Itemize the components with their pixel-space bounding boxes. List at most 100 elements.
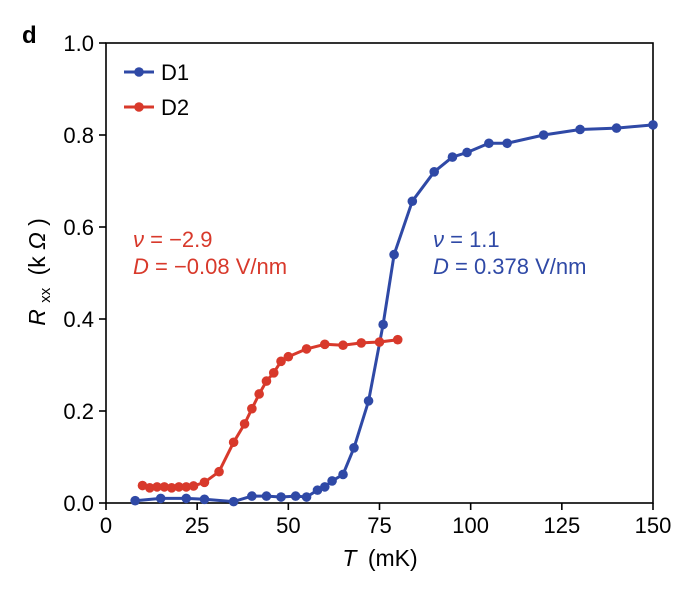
x-tick-label: 50 (276, 513, 300, 538)
annotation-d1-d-symbol: D (433, 254, 449, 279)
annotation-d2-nu-value: = −2.9 (144, 227, 213, 252)
data-point-d1 (327, 476, 337, 486)
data-point-d2 (166, 483, 177, 493)
data-point-d1 (301, 492, 312, 502)
data-point-d1 (462, 147, 472, 158)
y-axis-title: R xx (k Ω ) (24, 218, 55, 326)
data-point-d2 (152, 482, 162, 492)
x-tick-label: 75 (367, 513, 391, 538)
y-axis: 0.0 0.2 0.4 0.6 0.8 1.0 (63, 31, 106, 516)
annotation-d2-line2: D = −0.08 V/nm (133, 254, 287, 279)
data-point-d2 (338, 340, 348, 351)
data-point-d1 (389, 249, 399, 260)
data-point-d1 (648, 120, 658, 130)
annotation-d1-nu-symbol: ν (433, 227, 444, 252)
data-point-d2 (239, 419, 250, 429)
data-point-d2 (214, 466, 224, 477)
data-point-d2 (159, 482, 170, 492)
data-point-d1 (447, 152, 458, 162)
data-point-d2 (188, 481, 199, 491)
legend-entry-d2: D2 (124, 95, 189, 120)
series-d1 (130, 120, 658, 507)
panel-label: d (22, 22, 37, 49)
annotation-d2-d-symbol: D (133, 254, 149, 279)
x-tick-label: 100 (452, 513, 489, 538)
data-point-d2 (268, 368, 279, 378)
y-tick-label: 0.0 (63, 491, 94, 516)
legend-entry-d1: D1 (124, 60, 189, 85)
legend: D1 D2 (124, 60, 189, 120)
x-tick-label: 125 (543, 513, 580, 538)
data-point-d1 (290, 491, 301, 501)
y-axis-unit-open: (k (24, 256, 50, 276)
data-point-d2 (228, 437, 239, 448)
data-point-d2 (199, 477, 210, 488)
y-tick-label: 0.2 (63, 399, 94, 424)
series-layer (130, 120, 658, 507)
data-point-d2 (247, 403, 257, 414)
y-axis-subscript: xx (37, 287, 54, 303)
data-point-d2 (144, 483, 155, 493)
y-tick-label: 0.4 (63, 307, 94, 332)
y-axis-unit-symbol: Ω (24, 232, 50, 250)
data-point-d1 (320, 482, 330, 492)
data-point-d1 (181, 493, 192, 504)
data-point-d1 (261, 491, 272, 501)
y-tick-label: 0.6 (63, 215, 94, 240)
x-axis-symbol: T (342, 545, 358, 571)
data-point-d1 (130, 495, 140, 506)
data-point-d1 (575, 124, 585, 135)
data-point-d2 (276, 356, 286, 367)
data-point-d1 (349, 443, 359, 453)
data-point-d2 (174, 482, 184, 492)
data-point-d1 (378, 319, 388, 330)
data-point-d1 (363, 396, 374, 406)
y-tick-label: 1.0 (63, 31, 94, 56)
data-point-d2 (181, 482, 192, 492)
data-point-d2 (261, 376, 272, 386)
legend-label-d2: D2 (161, 95, 189, 120)
data-point-d1 (538, 130, 549, 140)
x-tick-label: 25 (185, 513, 209, 538)
annotation-d1-nu-value: = 1.1 (444, 227, 500, 252)
annotation-d2-nu-symbol: ν (133, 227, 144, 252)
series-d2 (137, 334, 403, 493)
annotation-d2-d-value: = −0.08 V/nm (149, 254, 287, 279)
data-point-d1 (611, 123, 622, 133)
y-axis-symbol: R (24, 309, 50, 326)
data-point-d2 (301, 344, 312, 354)
data-point-d1 (502, 138, 512, 149)
annotation-d1-line2: D = 0.378 V/nm (433, 254, 586, 279)
annotation-d1-d-value: = 0.378 V/nm (449, 254, 587, 279)
annotation-d2: ν = −2.9 D = −0.08 V/nm (133, 227, 287, 279)
legend-label-d1: D1 (161, 60, 189, 85)
x-axis-title: T (mK) (342, 545, 417, 571)
data-point-d1 (429, 167, 440, 177)
series-line-d2 (142, 338, 398, 490)
series-line-d1 (135, 123, 654, 504)
annotation-d1: ν = 1.1 D = 0.378 V/nm (433, 227, 586, 279)
data-point-d2 (283, 351, 294, 362)
y-axis-unit-close: ) (24, 218, 50, 226)
annotation-d1-line1: ν = 1.1 (433, 227, 500, 252)
x-tick-label: 0 (100, 513, 112, 538)
data-point-d2 (320, 339, 330, 350)
data-point-d2 (254, 389, 264, 399)
data-point-d1 (407, 196, 418, 207)
data-point-d2 (392, 334, 403, 345)
legend-marker-d1 (134, 67, 144, 77)
legend-marker-d2 (134, 102, 144, 112)
data-point-d1 (247, 491, 257, 501)
data-point-d1 (276, 492, 286, 502)
data-point-d1 (199, 494, 210, 505)
x-axis: 0 25 50 75 100 125 150 (100, 503, 671, 538)
x-tick-label: 150 (635, 513, 672, 538)
annotation-d2-line1: ν = −2.9 (133, 227, 213, 252)
data-point-d1 (312, 485, 323, 495)
data-point-d1 (155, 493, 166, 504)
y-tick-label: 0.8 (63, 123, 94, 148)
data-point-d1 (338, 469, 348, 480)
x-axis-unit: (mK) (368, 545, 418, 571)
data-point-d2 (374, 337, 385, 347)
